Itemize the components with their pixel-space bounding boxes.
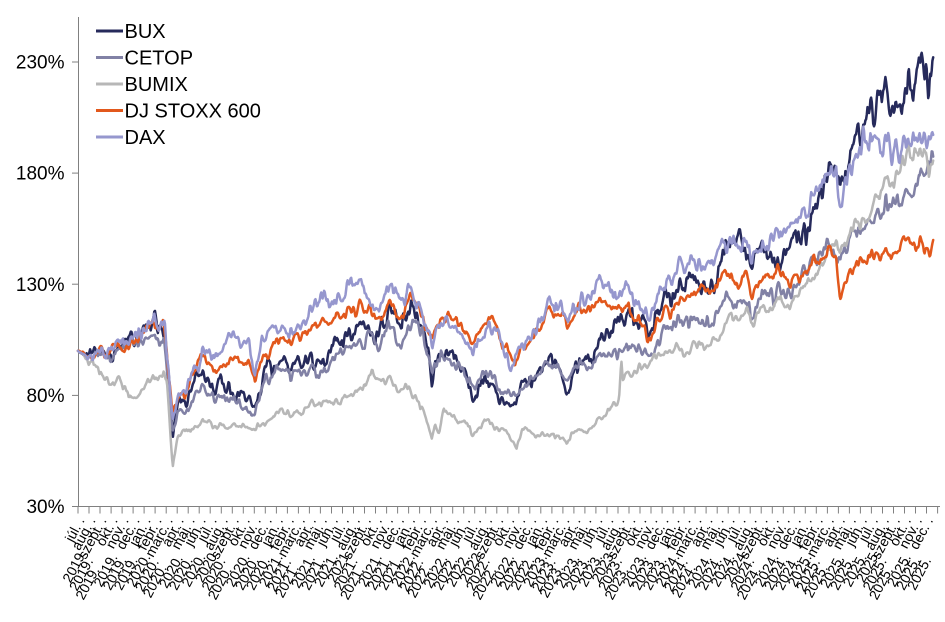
svg-text:30%: 30% [26,497,64,518]
svg-text:CETOP: CETOP [125,48,194,70]
svg-text:130%: 130% [16,275,65,296]
svg-text:DJ STOXX 600: DJ STOXX 600 [125,101,261,123]
svg-text:230%: 230% [16,53,65,74]
svg-text:180%: 180% [16,164,65,185]
svg-text:DAX: DAX [125,127,166,149]
svg-text:BUMIX: BUMIX [125,74,188,96]
svg-text:80%: 80% [26,386,64,407]
svg-text:BUX: BUX [125,21,166,43]
